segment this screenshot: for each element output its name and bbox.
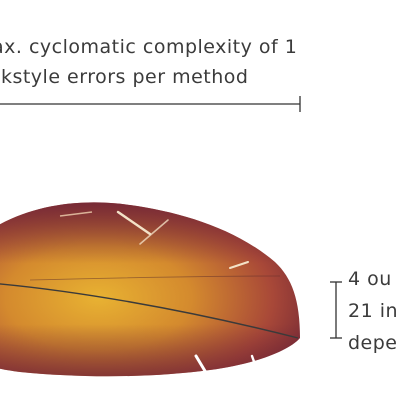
bracket-annotation-line-2: 21 in <box>348 300 399 322</box>
dimension-bracket-vertical <box>330 281 342 339</box>
checkstyle-annotation: ckstyle errors per method <box>0 66 249 88</box>
complexity-annotation: ax. cyclomatic complexity of 1 <box>0 36 298 58</box>
dimension-line-horizontal <box>0 96 301 112</box>
bracket-annotation-line-3: depe <box>348 332 398 354</box>
feather-icon <box>0 202 300 388</box>
bracket-annotation-line-1: 4 ou <box>348 268 392 290</box>
